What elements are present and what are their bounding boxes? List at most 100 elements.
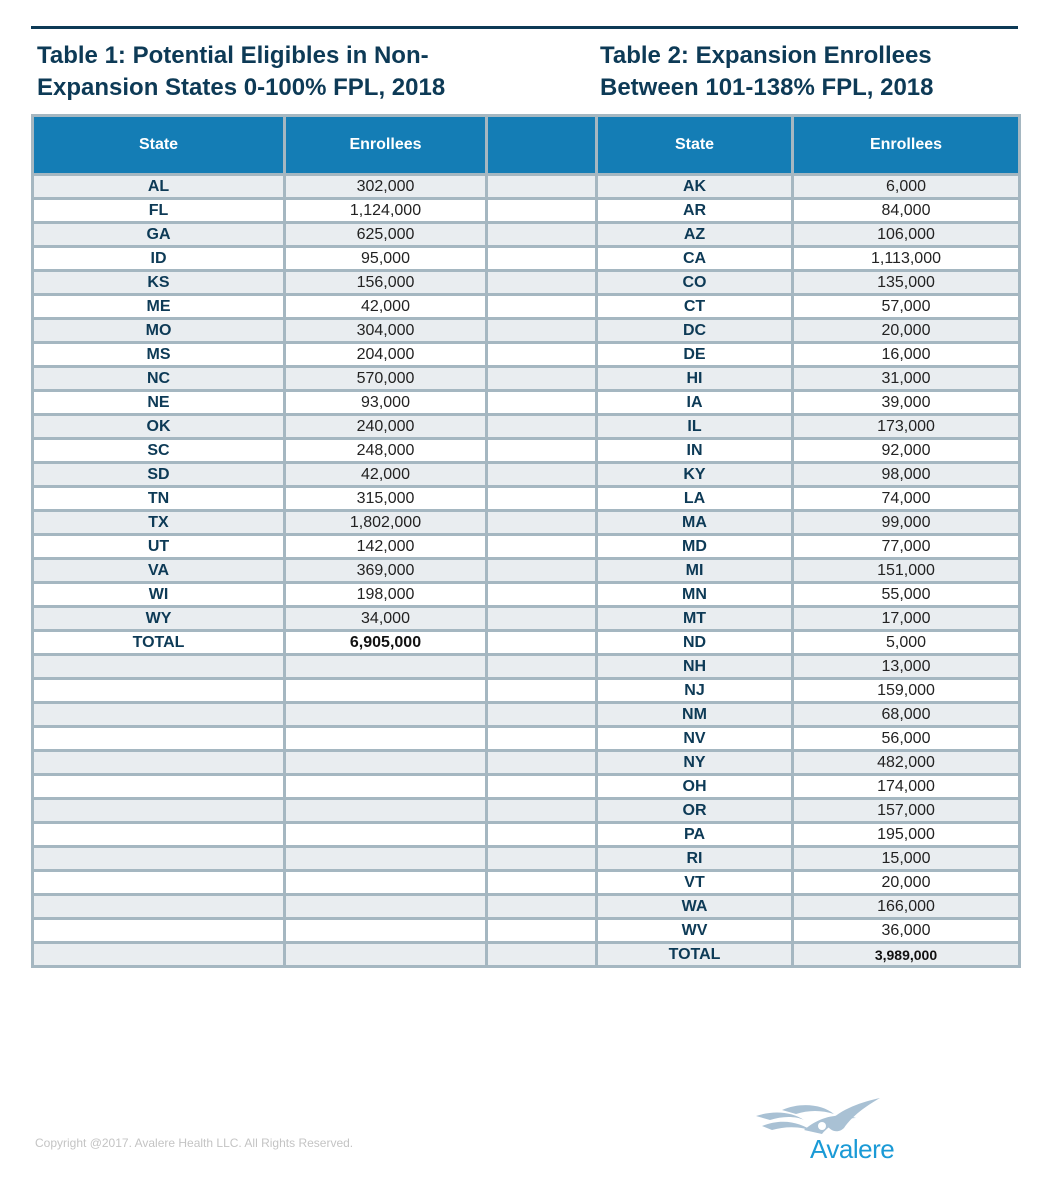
table2-state-cell: DE <box>595 341 794 368</box>
spacer-cell <box>485 245 598 272</box>
table1-title: Table 1: Potential Eligibles in Non- Exp… <box>37 40 517 104</box>
spacer-cell <box>485 341 598 368</box>
table1-enrollees-cell: 302,000 <box>283 173 488 200</box>
table2-enrollees-cell: 13,000 <box>791 653 1021 680</box>
table2-state-cell: IN <box>595 437 794 464</box>
table-row: FL 1,124,000 AR 84,000 <box>31 197 1021 224</box>
table1-state-cell: WI <box>31 581 286 608</box>
table1-enrollees-cell: 95,000 <box>283 245 488 272</box>
table-row: WA 166,000 <box>31 893 1021 920</box>
table-body: AL 302,000 AK 6,000 FL 1,124,000 AR 84,000 GA 625… <box>31 173 1021 968</box>
spacer-cell <box>485 173 598 200</box>
table1-enrollees-cell: 240,000 <box>283 413 488 440</box>
table2-total-label: TOTAL <box>595 941 794 968</box>
table1-state-cell: VA <box>31 557 286 584</box>
table1-enrollees-cell: 142,000 <box>283 533 488 560</box>
table2-state-cell: NY <box>595 749 794 776</box>
spacer-cell <box>485 437 598 464</box>
table1-header-enrollees: Enrollees <box>283 114 488 176</box>
table1-empty-cell <box>31 701 286 728</box>
spacer-cell <box>485 269 598 296</box>
table-row: GA 625,000 AZ 106,000 <box>31 221 1021 248</box>
spacer-cell <box>485 509 598 536</box>
table1-total-label: TOTAL <box>31 629 286 656</box>
table1-empty-cell <box>283 773 488 800</box>
header-row: State Enrollees State Enrollees <box>31 114 1021 176</box>
table2-state-cell: MN <box>595 581 794 608</box>
table2-enrollees-cell: 157,000 <box>791 797 1021 824</box>
table1-empty-cell <box>283 725 488 752</box>
table2-state-cell: NV <box>595 725 794 752</box>
spacer-cell <box>485 653 598 680</box>
table1-enrollees-cell: 156,000 <box>283 269 488 296</box>
table2-state-cell: IL <box>595 413 794 440</box>
table2-enrollees-cell: 173,000 <box>791 413 1021 440</box>
spacer-cell <box>485 197 598 224</box>
table1-empty-cell <box>283 653 488 680</box>
table2-state-cell: MD <box>595 533 794 560</box>
avalere-logo-text: Avalere <box>810 1134 895 1164</box>
table1-empty-cell <box>31 917 286 944</box>
table-row: WV 36,000 <box>31 917 1021 944</box>
spacer-cell <box>485 221 598 248</box>
table1-enrollees-cell: 304,000 <box>283 317 488 344</box>
table2-enrollees-cell: 77,000 <box>791 533 1021 560</box>
table2-enrollees-cell: 6,000 <box>791 173 1021 200</box>
table1-state-cell: ME <box>31 293 286 320</box>
table2-enrollees-cell: 84,000 <box>791 197 1021 224</box>
table2-enrollees-cell: 20,000 <box>791 869 1021 896</box>
table-row: MS 204,000 DE 16,000 <box>31 341 1021 368</box>
table-row: OH 174,000 <box>31 773 1021 800</box>
table1-state-cell: MS <box>31 341 286 368</box>
table-row: RI 15,000 <box>31 845 1021 872</box>
table-row: SC 248,000 IN 92,000 <box>31 437 1021 464</box>
table1-empty-cell <box>283 845 488 872</box>
table2-state-cell: MA <box>595 509 794 536</box>
table2-enrollees-cell: 1,113,000 <box>791 245 1021 272</box>
table1-empty-cell <box>283 893 488 920</box>
spacer-cell <box>485 893 598 920</box>
table-row: KS 156,000 CO 135,000 <box>31 269 1021 296</box>
table2-state-cell: WA <box>595 893 794 920</box>
spacer-cell <box>485 749 598 776</box>
table1-enrollees-cell: 204,000 <box>283 341 488 368</box>
table2-state-cell: LA <box>595 485 794 512</box>
top-rule <box>31 26 1018 29</box>
table2-total-value: 3,989,000 <box>791 941 1021 968</box>
table-row: TOTAL 6,905,000 ND 5,000 <box>31 629 1021 656</box>
spacer-cell <box>485 821 598 848</box>
table2-state-cell: OR <box>595 797 794 824</box>
table2-enrollees-cell: 17,000 <box>791 605 1021 632</box>
table1-enrollees-cell: 1,124,000 <box>283 197 488 224</box>
table2-title-line2: Between 101-138% FPL, 2018 <box>600 74 934 101</box>
table1-title-line1: Table 1: Potential Eligibles in Non- <box>37 42 429 69</box>
spacer-cell <box>485 797 598 824</box>
table-row: NM 68,000 <box>31 701 1021 728</box>
table1-empty-cell <box>283 869 488 896</box>
spacer-cell <box>485 845 598 872</box>
table1-state-cell: FL <box>31 197 286 224</box>
table2-enrollees-cell: 55,000 <box>791 581 1021 608</box>
spacer-cell <box>485 293 598 320</box>
table1-empty-cell <box>31 773 286 800</box>
table2-enrollees-cell: 56,000 <box>791 725 1021 752</box>
table1-state-cell: SD <box>31 461 286 488</box>
table2-enrollees-cell: 39,000 <box>791 389 1021 416</box>
table1-enrollees-cell: 198,000 <box>283 581 488 608</box>
spacer-cell <box>485 605 598 632</box>
table1-empty-cell <box>283 701 488 728</box>
table2-enrollees-cell: 5,000 <box>791 629 1021 656</box>
table-row: WY 34,000 MT 17,000 <box>31 605 1021 632</box>
table1-empty-cell <box>283 941 488 968</box>
table1-state-cell: TN <box>31 485 286 512</box>
table2-enrollees-cell: 57,000 <box>791 293 1021 320</box>
table-row: OR 157,000 <box>31 797 1021 824</box>
table1-empty-cell <box>283 797 488 824</box>
table1-enrollees-cell: 42,000 <box>283 293 488 320</box>
table-row: NY 482,000 <box>31 749 1021 776</box>
table1-state-cell: WY <box>31 605 286 632</box>
table2-state-cell: MT <box>595 605 794 632</box>
table-row: NJ 159,000 <box>31 677 1021 704</box>
spacer-cell <box>485 677 598 704</box>
table2-state-cell: KY <box>595 461 794 488</box>
